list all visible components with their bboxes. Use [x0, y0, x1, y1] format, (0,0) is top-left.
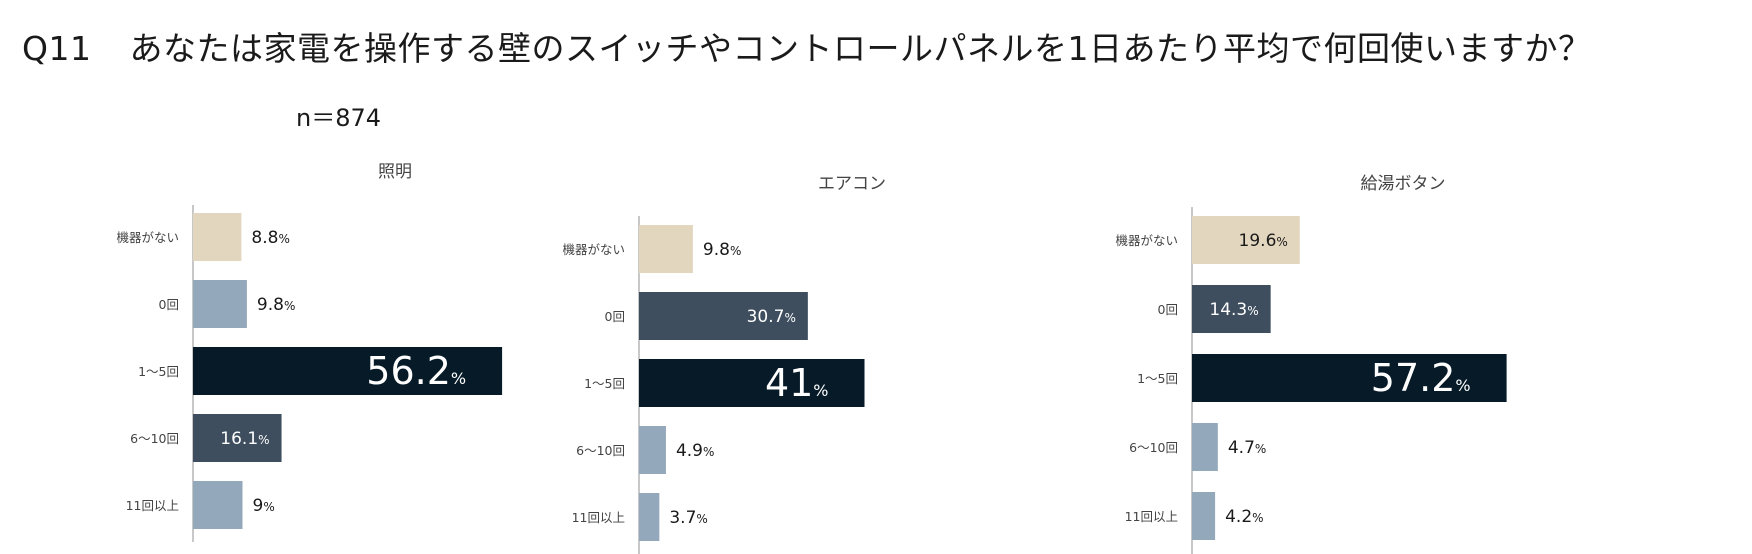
- data-label: 56.2%: [366, 349, 466, 393]
- data-label: 14.3%: [1209, 300, 1258, 320]
- chart-title: 照明: [378, 162, 412, 182]
- category-label: 機器がない: [562, 242, 625, 257]
- data-label: 4.2%: [1225, 507, 1263, 527]
- bar: [1192, 492, 1216, 540]
- data-label: 9.8%: [703, 240, 741, 260]
- bar: [639, 359, 865, 407]
- category-label: 機器がない: [116, 230, 179, 245]
- data-label: 9.8%: [257, 295, 295, 315]
- sample-size: n＝874: [296, 104, 382, 132]
- category-label: 0回: [1158, 302, 1178, 317]
- data-label: 41%: [765, 361, 829, 405]
- data-label: 30.7%: [747, 307, 796, 327]
- data-label: 3.7%: [669, 508, 707, 528]
- data-label: 4.9%: [676, 441, 714, 461]
- bar: [193, 481, 243, 529]
- bar: [1192, 285, 1271, 333]
- category-label: 11回以上: [572, 510, 625, 525]
- category-label: 0回: [605, 309, 625, 324]
- category-label: 6〜10回: [576, 443, 625, 458]
- data-label: 9%: [253, 496, 275, 516]
- data-label: 4.7%: [1228, 438, 1266, 458]
- question-title: Q11 あなたは家電を操作する壁のスイッチやコントロールパネルを1日あたり平均で何…: [22, 22, 1591, 70]
- chart-title: エアコン: [818, 174, 886, 194]
- category-label: 6〜10回: [1129, 440, 1178, 455]
- data-label: 57.2%: [1371, 356, 1471, 400]
- category-label: 1〜5回: [1137, 371, 1178, 386]
- bar: [1192, 216, 1300, 264]
- question-text: あなたは家電を操作する壁のスイッチやコントロールパネルを1日あたり平均で何回使い…: [129, 29, 1592, 68]
- category-label: 1〜5回: [584, 376, 625, 391]
- chart-title: 給湯ボタン: [1361, 174, 1446, 194]
- bar: [193, 414, 282, 462]
- bar: [193, 347, 503, 395]
- data-label: 19.6%: [1239, 231, 1288, 251]
- category-label: 0回: [159, 297, 179, 312]
- bar: [1192, 423, 1218, 471]
- bar: [193, 280, 247, 328]
- category-label: 1〜5回: [138, 364, 179, 379]
- category-label: 11回以上: [126, 498, 179, 513]
- question-number: Q11: [22, 29, 92, 68]
- bar: [639, 426, 666, 474]
- category-label: 11回以上: [1125, 509, 1178, 524]
- bar: [193, 213, 242, 261]
- category-label: 機器がない: [1115, 233, 1178, 248]
- data-label: 8.8%: [251, 228, 289, 248]
- bar: [639, 292, 808, 340]
- category-label: 6〜10回: [130, 431, 179, 446]
- bar: [639, 493, 660, 541]
- bar: [1192, 354, 1507, 402]
- bar: [639, 225, 693, 273]
- data-label: 16.1%: [220, 429, 269, 449]
